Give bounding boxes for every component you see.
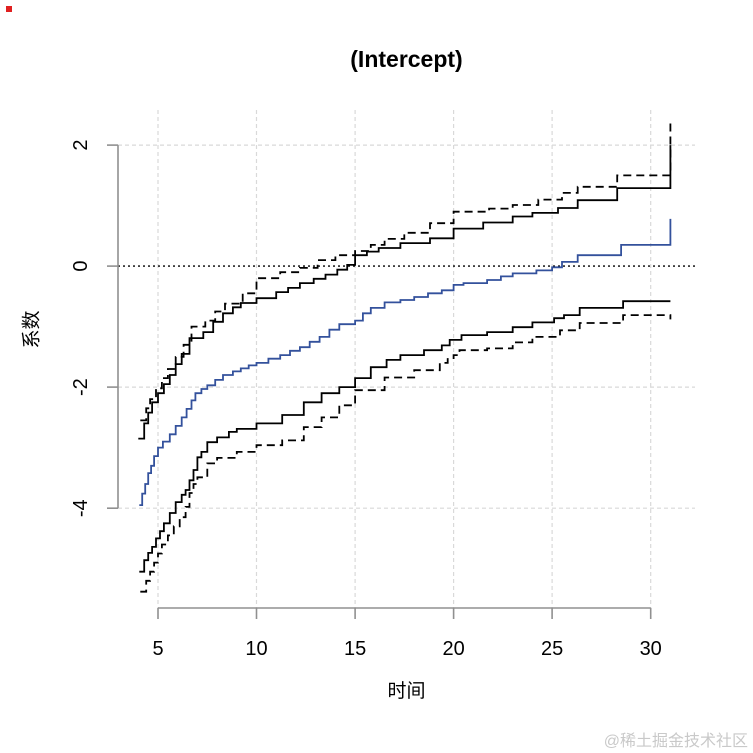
x-tick-label: 20: [442, 638, 464, 660]
series-lower-inner-ci: [139, 300, 671, 573]
chart-title: (Intercept): [350, 46, 463, 72]
series-upper-inner-ci: [138, 145, 672, 440]
red-marker-dot: [6, 6, 12, 12]
y-tick-label: -4: [70, 499, 92, 517]
y-tick-label: 0: [70, 261, 92, 272]
series-estimate: [139, 218, 672, 506]
series-lower-outer-ci: [140, 314, 672, 593]
y-tick-label: 2: [70, 140, 92, 151]
y-axis-title: 系数: [21, 310, 43, 349]
x-tick-label: 25: [541, 638, 563, 660]
watermark-text: @稀土掘金技术社区: [603, 733, 748, 750]
series-upper-outer-ci: [140, 123, 672, 422]
y-tick-label: -2: [70, 378, 92, 396]
x-tick-label: 15: [344, 638, 366, 660]
x-tick-label: 5: [152, 638, 163, 660]
x-tick-label: 30: [640, 638, 662, 660]
x-axis-title: 时间: [387, 681, 426, 702]
x-tick-label: 10: [245, 638, 267, 660]
